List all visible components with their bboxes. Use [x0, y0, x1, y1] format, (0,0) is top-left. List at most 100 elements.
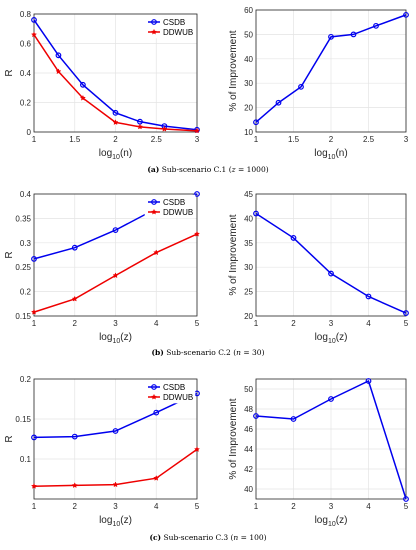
x-tick-label: 2.5	[363, 135, 375, 144]
data-point	[112, 227, 119, 234]
x-axis-label: log10(n)	[99, 148, 132, 161]
legend-entry-label: DDWUB	[163, 208, 193, 217]
data-point	[31, 256, 37, 262]
y-tick-label: 40	[244, 214, 253, 223]
x-axis-label-base: log	[314, 148, 327, 159]
data-point	[275, 99, 282, 106]
legend-entry-label: CSDB	[163, 18, 185, 27]
x-tick-label: 2.5	[151, 135, 163, 144]
x-tick-label: 2	[291, 502, 296, 511]
caption-a-rest: = 1000)	[235, 165, 269, 174]
data-point	[71, 433, 78, 440]
x-axis-label: log10(n)	[314, 148, 347, 161]
data-point	[298, 83, 304, 90]
data-point	[153, 474, 160, 481]
caption-b-var: n	[236, 348, 241, 357]
x-axis-label-arg: (n)	[335, 148, 347, 159]
x-tick-label: 1	[254, 135, 259, 144]
data-point	[153, 249, 160, 256]
data-point	[112, 272, 119, 279]
y-tick-label: 0.2	[20, 99, 32, 108]
x-tick-label: 5	[195, 502, 200, 511]
data-point	[194, 191, 200, 197]
legend-marker	[151, 19, 157, 25]
x-tick-label: 1	[254, 319, 259, 328]
x-tick-label: 3	[113, 502, 118, 511]
data-point	[253, 413, 259, 419]
plot-frame	[33, 378, 198, 500]
x-tick-label: 4	[366, 319, 371, 328]
data-point	[55, 68, 62, 75]
caption-c-rest: = 100)	[238, 533, 267, 542]
legend-marker	[150, 393, 158, 400]
data-point	[136, 123, 144, 130]
x-tick-label: 1	[32, 135, 37, 144]
y-tick-label: 0.4	[20, 190, 32, 199]
y-tick-label: 25	[244, 288, 253, 297]
y-tick-label: 10	[244, 128, 253, 137]
x-tick-label: 2	[291, 319, 296, 328]
x-axis-label-base: log	[99, 148, 112, 159]
y-tick-label: 50	[244, 385, 253, 394]
data-point	[253, 119, 259, 126]
y-tick-label: 0.2	[20, 375, 32, 384]
caption-b: (b) Sub-scenario C.2 (n = 30)	[0, 348, 416, 357]
x-axis-label-subscript: 10	[328, 154, 336, 161]
data-point	[30, 308, 38, 315]
x-axis-label-arg: (n)	[120, 148, 132, 159]
y-tick-label: 0.15	[15, 415, 31, 424]
plot-frame	[255, 9, 407, 133]
y-tick-label: 40	[244, 55, 253, 64]
x-tick-label: 1	[254, 502, 259, 511]
x-axis-label: log10(z)	[315, 332, 348, 345]
x-axis-label-arg: (z)	[336, 332, 348, 343]
data-point	[403, 496, 409, 502]
data-point	[79, 81, 86, 88]
caption-a-text: Sub-scenario C.1 (	[161, 165, 232, 174]
legend-marker	[151, 384, 157, 390]
y-tick-label: 30	[244, 79, 253, 88]
series-line-improvement	[255, 379, 407, 500]
x-axis-label-arg: (z)	[336, 515, 348, 526]
plot-frame	[255, 193, 407, 317]
x-tick-label: 5	[404, 319, 409, 328]
x-axis-label-base: log	[99, 515, 112, 526]
legend-marker	[150, 208, 158, 215]
x-tick-label: 1	[32, 319, 37, 328]
legend-marker	[151, 199, 157, 205]
y-tick-label: 46	[244, 425, 253, 434]
caption-c-label: (c)	[149, 533, 162, 542]
chart-panel-6: 1 2 3 4 5 40 42 44 46 48 50 log10(z) % of Improvemen…	[228, 378, 409, 528]
y-tick-label: 0.8	[20, 10, 32, 19]
x-axis-label: log10(z)	[99, 332, 132, 345]
data-point	[365, 293, 372, 300]
x-axis-label-base: log	[99, 332, 112, 343]
data-point	[112, 428, 119, 434]
data-point	[373, 22, 379, 29]
y-tick-label: 0.6	[20, 40, 32, 49]
plot-frame	[33, 193, 198, 317]
y-tick-label: 0.3	[20, 239, 32, 248]
x-tick-label: 2	[113, 135, 118, 144]
data-point	[365, 378, 372, 384]
y-axis-label: % of Improvement	[228, 30, 239, 111]
data-point	[290, 235, 297, 241]
legend-entry-label: CSDB	[163, 383, 185, 392]
data-point	[55, 52, 62, 59]
x-tick-label: 3	[404, 135, 409, 144]
x-axis-label-subscript: 10	[328, 521, 336, 528]
data-point	[30, 482, 38, 489]
x-axis-label-subscript: 10	[112, 154, 120, 161]
data-point	[79, 94, 86, 101]
x-axis-label: log10(z)	[99, 515, 132, 528]
x-tick-label: 3	[113, 319, 118, 328]
y-tick-label: 48	[244, 405, 253, 414]
y-tick-label: 44	[244, 445, 253, 454]
data-point	[193, 446, 201, 453]
x-tick-label: 2	[73, 502, 78, 511]
x-tick-label: 4	[154, 319, 159, 328]
